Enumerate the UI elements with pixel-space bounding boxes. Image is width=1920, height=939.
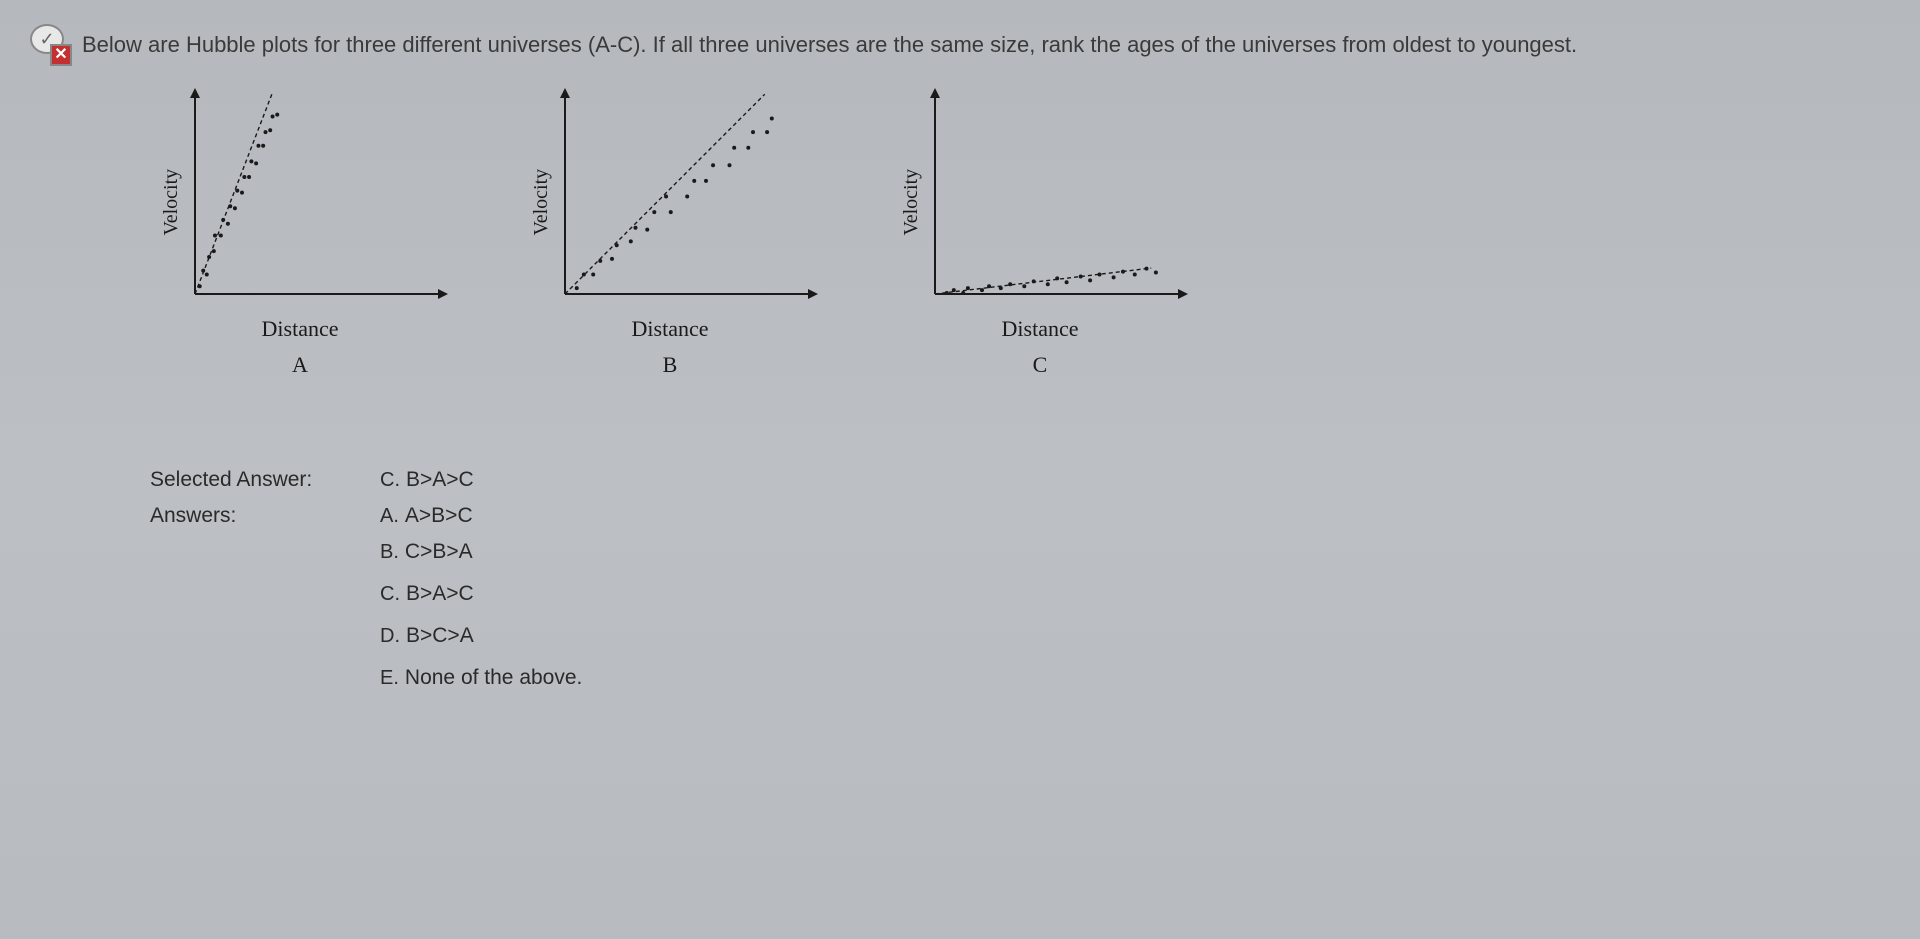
answer-option: C. B>A>C	[380, 582, 1890, 606]
answer-option: D. B>C>A	[380, 624, 1890, 648]
plot-svg: Velocity	[890, 84, 1190, 314]
selected-answer-letter: C.	[380, 469, 400, 492]
answer-text: A>B>C	[405, 504, 473, 528]
grade-icon: ✓ ✕	[30, 24, 72, 66]
plot-xlabel: Distance	[262, 316, 339, 342]
plot-tag: B	[663, 352, 678, 378]
answer-letter: E.	[380, 667, 399, 690]
question-header: ✓ ✕ Below are Hubble plots for three dif…	[30, 20, 1890, 66]
plot-svg: Velocity	[520, 84, 820, 314]
answer-text: C>B>A	[405, 540, 473, 564]
answer-text: None of the above.	[405, 666, 582, 690]
answer-option: E. None of the above.	[380, 666, 1890, 690]
answer-letter: C.	[380, 583, 400, 606]
selected-answer-row: Selected Answer: C. B>A>C	[150, 468, 1890, 492]
plot-tag: C	[1033, 352, 1048, 378]
wrong-x-icon: ✕	[50, 44, 72, 66]
question-container: ✓ ✕ Below are Hubble plots for three dif…	[0, 0, 1920, 728]
answer-letter: A.	[380, 505, 399, 528]
answer-text: B>A>C	[406, 582, 474, 606]
plot-xlabel: Distance	[632, 316, 709, 342]
answers-label: Answers:	[150, 504, 380, 528]
hubble-plot-b: Velocity Distance B	[520, 84, 820, 378]
plot-ylabel: Velocity	[900, 169, 922, 236]
plot-svg: Velocity	[150, 84, 450, 314]
selected-answer-text: B>A>C	[406, 468, 474, 492]
question-text: Below are Hubble plots for three differe…	[82, 20, 1577, 61]
answer-letter: D.	[380, 625, 400, 648]
selected-answer-label: Selected Answer:	[150, 468, 380, 492]
answer-area: Selected Answer: C. B>A>C Answers: A. A>…	[150, 468, 1890, 690]
answer-letter: B.	[380, 541, 399, 564]
answer-text: B>C>A	[406, 624, 474, 648]
hubble-plot-a: Velocity Distance A	[150, 84, 450, 378]
plot-tag: A	[292, 352, 308, 378]
plots-row: VelocityDistanceAVelocityDistanceBVeloci…	[150, 84, 1890, 378]
answer-option: B. C>B>A	[380, 540, 1890, 564]
answers-row: Answers: A. A>B>C	[150, 504, 1890, 528]
plot-xlabel: Distance	[1002, 316, 1079, 342]
plot-ylabel: Velocity	[160, 169, 182, 236]
plot-ylabel: Velocity	[530, 169, 552, 236]
hubble-plot-c: Velocity Distance C	[890, 84, 1190, 378]
